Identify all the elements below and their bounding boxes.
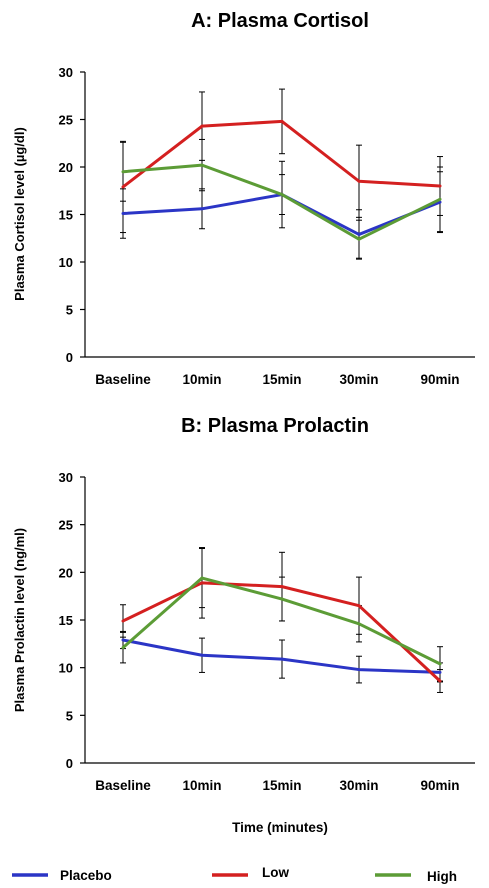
data-point-high [357,622,361,626]
data-point-high [357,237,361,241]
legend-item-low: Low [212,865,289,880]
y-tick-label: 0 [66,756,73,771]
data-point-high [438,662,442,666]
data-point-high [121,170,125,174]
y-tick-label: 15 [59,613,73,628]
y-tick-label: 25 [59,113,73,128]
data-point-low [200,581,204,585]
y-tick-label: 5 [66,303,73,318]
data-point-low [280,119,284,123]
legend: Placebo Low High [12,865,457,884]
x-tick-label: 10min [182,778,221,793]
data-point-low [121,619,125,623]
chart-title: A: Plasma Cortisol [191,10,369,32]
data-point-low [438,679,442,683]
x-tick-label: 15min [262,778,301,793]
data-point-placebo [121,638,125,642]
data-point-low [280,585,284,589]
data-point-placebo [438,670,442,674]
x-axis-label: Time (minutes) [232,820,328,835]
y-tick-label: 20 [59,160,73,175]
data-point-placebo [280,657,284,661]
y-tick-label: 10 [59,661,73,676]
y-axis-label: Plasma Prolactin level (ng/ml) [12,528,27,712]
y-tick-label: 30 [59,65,73,80]
y-tick-label: 10 [59,255,73,270]
legend-label-placebo: Placebo [60,868,112,883]
y-tick-label: 15 [59,208,73,223]
data-point-low [438,184,442,188]
chart-plasma-prolactin: B: Plasma Prolactin Plasma Prolactin lev… [12,415,475,835]
x-tick-label: 90min [420,372,459,387]
y-tick-label: 30 [59,470,73,485]
y-tick-label: 20 [59,565,73,580]
data-point-placebo [200,207,204,211]
legend-label-high: High [427,869,457,884]
x-tick-label: 30min [339,778,378,793]
data-point-low [200,124,204,128]
x-tick-label: Baseline [95,372,151,387]
data-point-low [121,185,125,189]
y-tick-label: 25 [59,518,73,533]
x-tick-label: 90min [420,778,459,793]
data-point-high [200,163,204,167]
data-point-placebo [357,232,361,236]
data-point-high [280,597,284,601]
chart-plasma-cortisol: A: Plasma Cortisol Plasma Cortisol level… [12,10,475,387]
data-point-placebo [438,200,442,204]
y-tick-label: 5 [66,708,73,723]
x-tick-label: 15min [262,372,301,387]
x-tick-label: 30min [339,372,378,387]
data-point-high [280,193,284,197]
y-tick-label: 0 [66,350,73,365]
data-point-placebo [200,653,204,657]
chart-title: B: Plasma Prolactin [181,415,369,437]
data-point-high [200,576,204,580]
data-point-low [357,604,361,608]
legend-item-placebo: Placebo [12,868,112,883]
data-point-low [357,179,361,183]
y-axis-label: Plasma Cortisol level (µg/dl) [12,127,27,301]
legend-item-high: High [375,869,457,884]
x-tick-label: 10min [182,372,221,387]
data-point-high [438,197,442,201]
legend-label-low: Low [262,865,289,880]
data-point-placebo [121,212,125,216]
data-point-high [121,646,125,650]
x-tick-label: Baseline [95,778,151,793]
data-point-placebo [357,668,361,672]
